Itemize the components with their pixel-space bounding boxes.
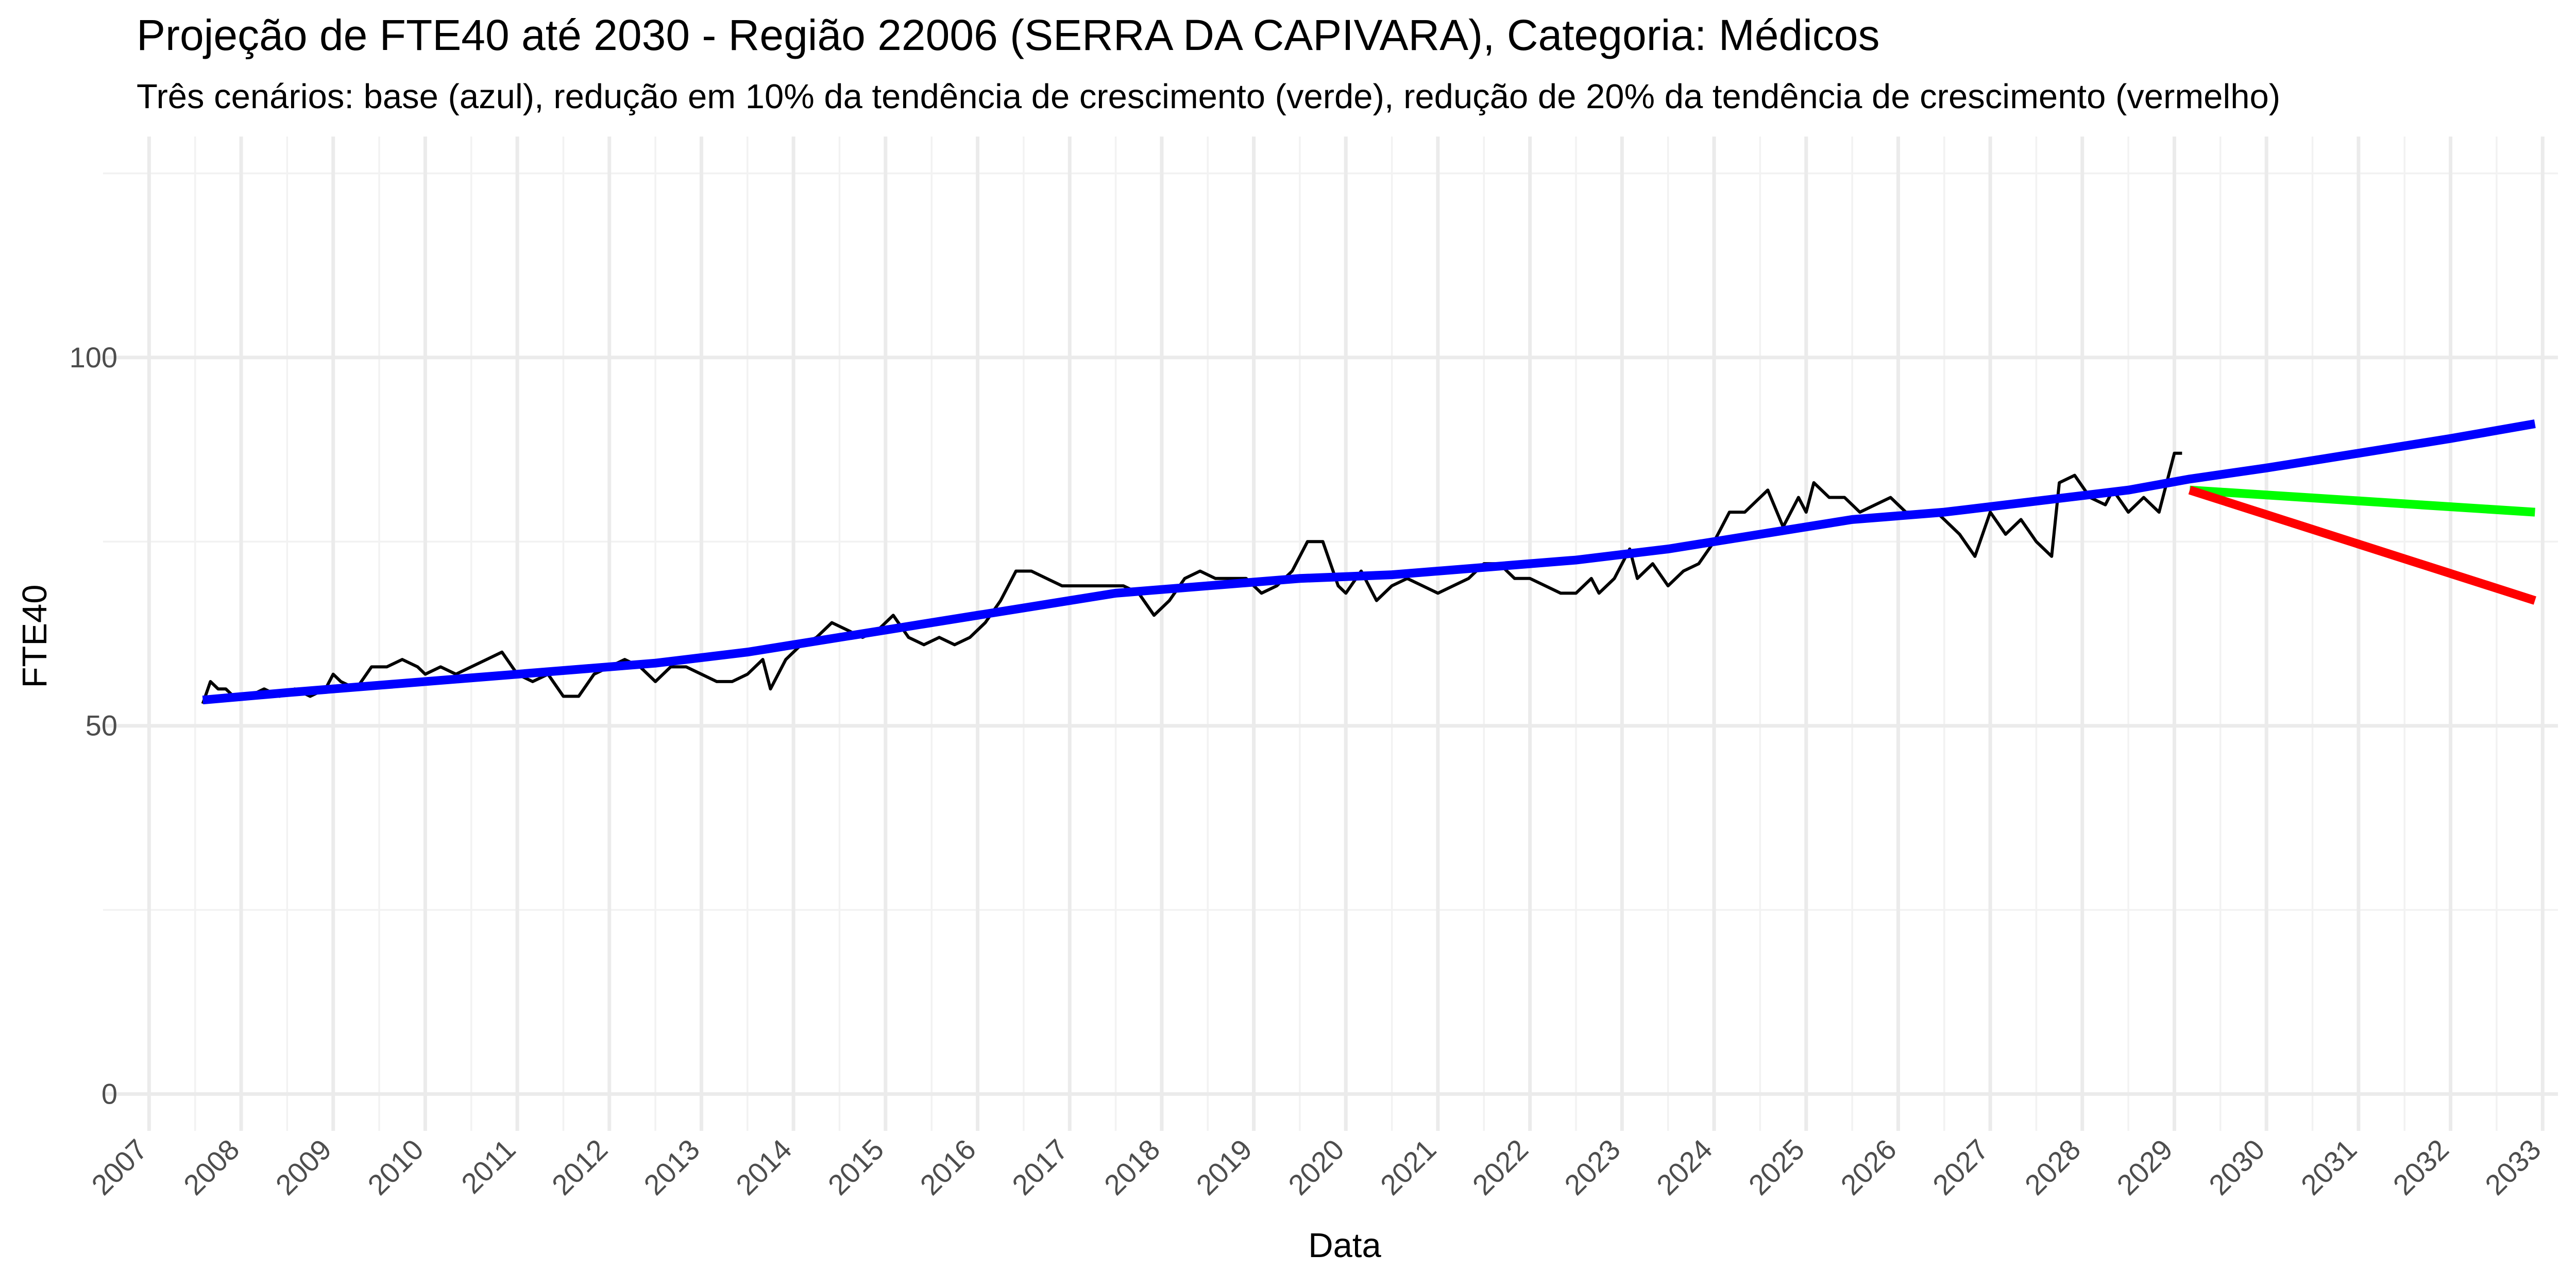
x-tick-label: 2023 — [1558, 1133, 1626, 1201]
y-tick-label: 50 — [86, 709, 117, 742]
x-tick-label: 2022 — [1466, 1133, 1535, 1201]
x-tick-label: 2009 — [269, 1133, 338, 1201]
y-axis-ticks: 0 50 100 — [70, 341, 117, 1110]
x-axis-title: Data — [1308, 1226, 1381, 1265]
minor-gridlines — [103, 137, 2558, 1131]
x-tick-label: 2027 — [1926, 1133, 1995, 1201]
x-tick-label: 2028 — [2019, 1133, 2087, 1201]
x-tick-label: 2016 — [913, 1133, 982, 1201]
y-tick-label: 0 — [101, 1078, 117, 1110]
series-layer — [201, 419, 2536, 705]
x-tick-label: 2010 — [361, 1133, 430, 1201]
scenario-series-line — [2188, 486, 2536, 605]
x-tick-label: 2029 — [2110, 1133, 2179, 1201]
x-tick-label: 2024 — [1650, 1133, 1719, 1201]
x-tick-label: 2018 — [1098, 1133, 1166, 1201]
x-tick-label: 2012 — [546, 1133, 614, 1201]
x-tick-label: 2033 — [2479, 1133, 2547, 1201]
x-tick-label: 2008 — [177, 1133, 246, 1201]
x-tick-label: 2025 — [1742, 1133, 1811, 1201]
x-tick-label: 2030 — [2202, 1133, 2271, 1201]
x-axis-ticks: 2007 2008 2009 2010 2011 2012 2013 2014 2015 2016… — [85, 1133, 2547, 1201]
major-gridlines — [103, 137, 2558, 1131]
y-axis-title: FTE40 — [15, 584, 54, 688]
x-tick-label: 2014 — [730, 1133, 798, 1201]
chart-title: Projeção de FTE40 até 2030 - Região 2200… — [137, 11, 1880, 59]
x-tick-label: 2007 — [85, 1133, 154, 1201]
x-tick-label: 2013 — [637, 1133, 706, 1201]
x-tick-label: 2031 — [2295, 1133, 2363, 1201]
y-tick-label: 100 — [70, 341, 117, 374]
x-tick-label: 2019 — [1190, 1133, 1258, 1201]
scenario-series-line — [202, 419, 2536, 705]
scenario-series-line — [2189, 485, 2535, 517]
x-tick-label: 2020 — [1282, 1133, 1350, 1201]
observed-series-line — [201, 451, 2182, 704]
x-tick-label: 2026 — [1834, 1133, 1903, 1201]
x-tick-label: 2021 — [1374, 1133, 1443, 1201]
x-tick-label: 2011 — [455, 1133, 522, 1200]
chart-subtitle: Três cenários: base (azul), redução em 1… — [137, 77, 2280, 116]
x-tick-label: 2017 — [1006, 1133, 1074, 1201]
x-tick-label: 2032 — [2386, 1133, 2455, 1201]
x-tick-label: 2015 — [822, 1133, 890, 1201]
